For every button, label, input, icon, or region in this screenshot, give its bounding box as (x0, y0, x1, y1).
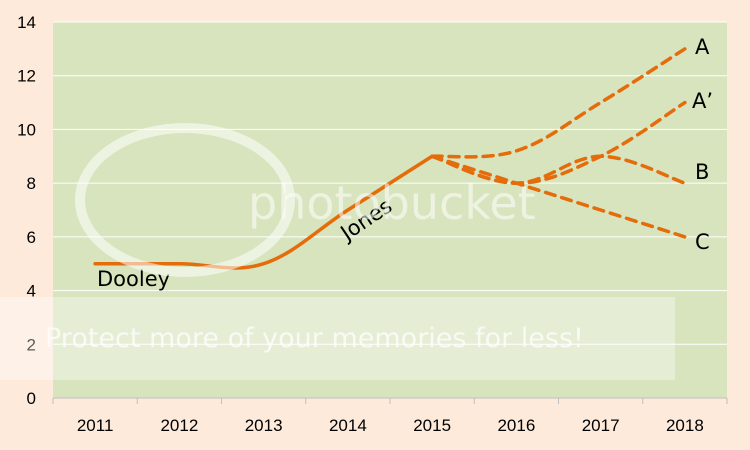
watermark-banner (0, 297, 675, 380)
x-tick-label: 2011 (77, 416, 114, 435)
y-tick-label: 12 (17, 67, 36, 86)
label-a: A (695, 35, 710, 59)
watermark-logo-text: photobucket (248, 176, 536, 230)
y-axis-ticks: 0 2 4 6 8 10 12 14 (17, 13, 36, 408)
y-tick-label: 10 (17, 120, 36, 139)
label-c: C (695, 230, 710, 254)
y-tick-label: 0 (27, 389, 36, 408)
x-tick-label: 2013 (245, 416, 283, 435)
series-line-b (430, 154, 687, 185)
series-line-a (430, 47, 687, 159)
x-tick-label: 2018 (666, 416, 704, 435)
label-b: B (695, 160, 709, 184)
y-tick-label: 6 (27, 228, 36, 247)
x-axis-ticks: 2011 2012 2013 2014 2015 2016 2017 2018 (77, 416, 704, 435)
x-tick-label: 2012 (160, 416, 198, 435)
y-tick-label: 14 (17, 13, 36, 32)
y-tick-label: 4 (27, 282, 36, 301)
series-line-c (430, 154, 687, 239)
x-tick-label: 2017 (582, 416, 620, 435)
plot-area (53, 22, 727, 398)
y-tick-label: 2 (27, 335, 36, 354)
x-tick-label: 2016 (497, 416, 535, 435)
watermark-logo-ring-icon (75, 123, 295, 277)
x-tick-label: 2015 (413, 416, 451, 435)
x-tick-label: 2014 (329, 416, 367, 435)
watermark-banner-text: Protect more of your memories for less! (45, 323, 584, 354)
y-tick-label: 8 (27, 174, 36, 193)
watermark: photobucket Protect more of your memorie… (0, 123, 675, 380)
label-a-prime: A’ (692, 89, 713, 113)
